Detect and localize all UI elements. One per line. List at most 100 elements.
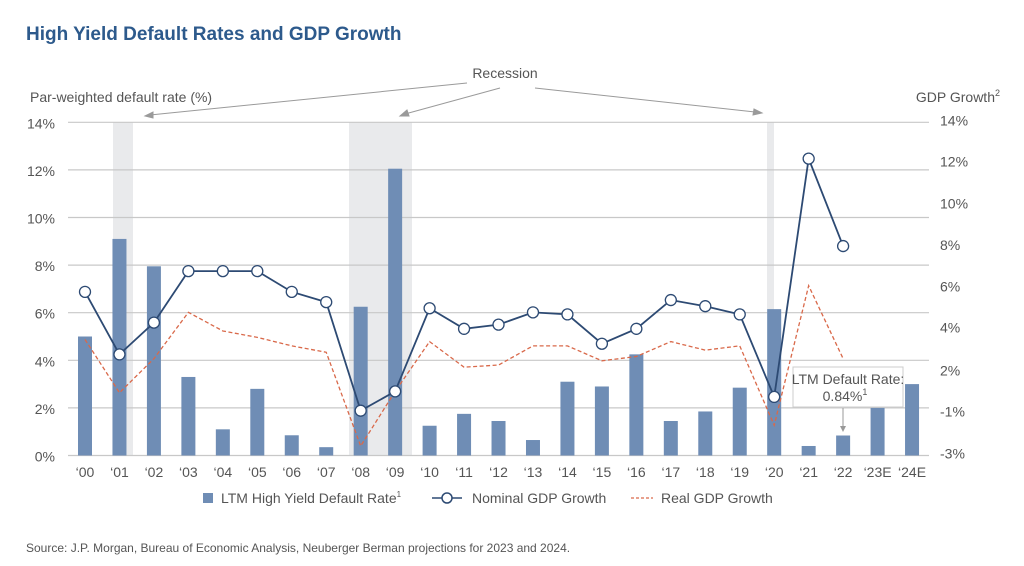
nominal-gdp-point: [664, 293, 677, 307]
x-tick-label: ‘15: [593, 464, 612, 480]
left-tick-label: 0%: [35, 449, 55, 465]
legend-label-real: Real GDP Growth: [661, 490, 773, 506]
left-tick-label: 10%: [27, 211, 55, 227]
x-tick-label: ‘00: [76, 464, 95, 480]
bar: [388, 168, 403, 456]
recession-arrow-2008: [404, 87, 501, 115]
nominal-gdp-point: [802, 152, 815, 165]
bar: [422, 425, 437, 456]
arrow-head: [398, 109, 410, 117]
x-tick-label: ‘03: [179, 464, 198, 480]
bar: [112, 238, 127, 456]
right-tick-label: -1%: [940, 404, 965, 420]
right-tick-label: 8%: [940, 237, 960, 253]
nominal-gdp-point: [561, 308, 574, 321]
left-tick-label: 4%: [35, 353, 55, 369]
bar: [319, 447, 334, 456]
x-tick-label: ‘24E: [898, 464, 926, 480]
axis-ticks: 0% 2% 4% 6% 8% 10% 12% 14% 14% 12% 10% 8% 6% 4% 2% -1% -…: [27, 112, 968, 480]
bar: [629, 354, 644, 456]
callout-box: [792, 366, 904, 408]
bar: [870, 407, 885, 456]
x-tick-label: ‘17: [661, 464, 680, 480]
bar: [146, 266, 161, 456]
x-tick-label: ‘07: [317, 464, 336, 480]
bar: [698, 411, 713, 456]
x-tick-label: ‘11: [455, 464, 473, 480]
nominal-gdp-point: [423, 302, 436, 315]
legend-label-default: LTM High Yield Default Rate1: [221, 490, 402, 506]
recession-band: [767, 122, 774, 456]
nominal-gdp-point: [78, 285, 92, 299]
x-tick-label: ‘08: [351, 464, 370, 480]
bar: [767, 309, 782, 456]
x-tick-label: ‘23E: [864, 464, 892, 480]
nominal-gdp-point: [251, 264, 264, 278]
x-tick-label: ‘01: [110, 464, 129, 480]
x-tick-label: ‘18: [696, 464, 715, 480]
x-tick-label: ‘05: [248, 464, 267, 480]
bar: [284, 435, 299, 456]
recession-label: Recession: [472, 65, 537, 81]
nominal-gdp-point: [630, 322, 643, 335]
right-tick-label: 6%: [940, 279, 960, 295]
x-tick-label: ‘10: [420, 464, 439, 480]
recession-arrow-2020: [534, 87, 756, 113]
nominal-gdp-point: [595, 337, 609, 350]
bar: [801, 445, 816, 456]
real-gdp-line: [84, 283, 844, 448]
nominal-gdp-point: [733, 308, 746, 321]
nominal-gdp-point: [147, 316, 161, 329]
nominal-gdp-point: [492, 318, 505, 331]
x-tick-label: ‘06: [282, 464, 301, 480]
nominal-gdp-point: [457, 322, 471, 335]
right-tick-label: -3%: [940, 445, 965, 461]
source-note: Source: J.P. Morgan, Bureau of Economic …: [26, 541, 570, 555]
x-tick-label: ‘09: [386, 464, 405, 480]
bar: [663, 420, 678, 456]
x-tick-label: ‘04: [213, 464, 232, 480]
left-tick-label: 2%: [35, 401, 55, 417]
bar: [525, 440, 540, 456]
left-tick-label: 8%: [35, 258, 55, 274]
x-tick-label: ‘20: [765, 464, 784, 480]
legend: LTM High Yield Default Rate1 Nominal GDP…: [203, 490, 773, 506]
arrow-head: [143, 111, 154, 119]
x-tick-label: ‘19: [730, 464, 749, 480]
right-tick-label: 4%: [940, 320, 960, 336]
left-axis-label: Par-weighted default rate (%): [30, 89, 212, 105]
nominal-gdp-point: [768, 390, 781, 404]
nominal-gdp-point: [285, 285, 298, 299]
bar: [181, 376, 196, 456]
bars-series: [78, 168, 920, 456]
bar: [905, 384, 920, 456]
nominal-gdp-point: [113, 348, 126, 361]
nominal-gdp-line: [84, 155, 844, 413]
legend-swatch-bar: [203, 493, 213, 503]
nominal-gdp-point: [836, 239, 850, 253]
nominal-gdp-point: [354, 404, 367, 417]
bar: [353, 306, 368, 456]
nominal-gdp-point: [216, 264, 229, 278]
legend-label-nominal: Nominal GDP Growth: [472, 490, 606, 506]
callout-arrow-head: [840, 426, 846, 432]
left-tick-label: 6%: [35, 306, 55, 322]
left-tick-label: 14%: [27, 115, 55, 131]
right-axis-label: GDP Growth2: [916, 88, 1000, 105]
right-tick-label: 12%: [940, 154, 968, 170]
right-tick-label: 14%: [940, 112, 968, 128]
x-tick-label: ‘12: [489, 464, 508, 480]
bar: [560, 381, 575, 456]
x-tick-label: ‘13: [524, 464, 543, 480]
x-tick-label: ‘14: [558, 464, 577, 480]
bar: [836, 435, 851, 456]
nominal-gdp-point: [699, 300, 712, 313]
callout: LTM Default Rate: 0.84%1: [792, 366, 904, 432]
recession-arrow-2001: [149, 82, 468, 116]
nominal-gdp-point: [526, 306, 540, 319]
recession-arrows: [143, 82, 764, 119]
bar: [78, 336, 92, 456]
bar: [594, 386, 609, 456]
x-tick-label: ‘21: [799, 464, 818, 480]
bar: [732, 387, 747, 456]
